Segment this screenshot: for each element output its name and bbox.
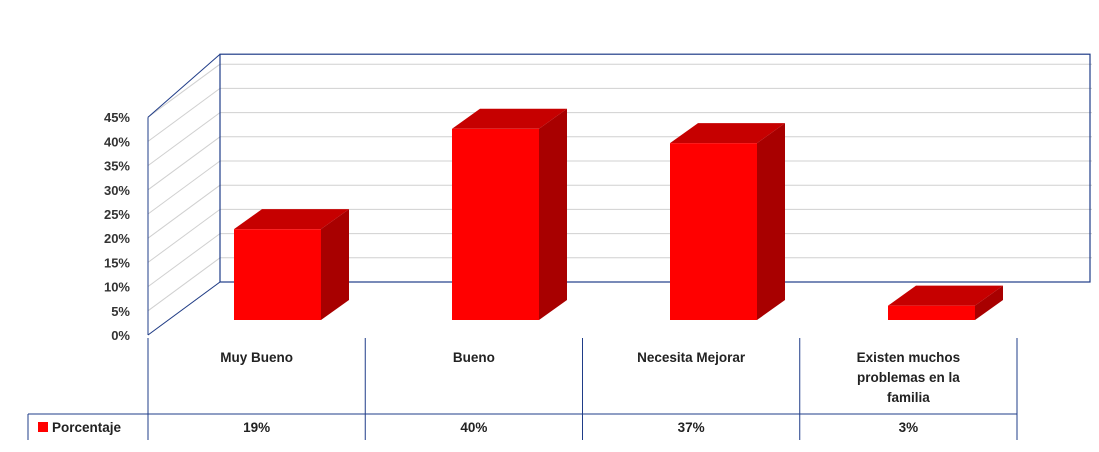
legend-swatch [38, 422, 48, 432]
bar [234, 209, 349, 320]
data-table: Muy Bueno Bueno Necesita Mejorar Existen mu… [27, 338, 1018, 440]
gridline-diagonal [147, 112, 221, 167]
category-label-line: problemas en la [857, 370, 960, 385]
y-tick-label: 5% [111, 304, 130, 319]
bar-top [888, 285, 1003, 306]
y-tick-label: 25% [104, 207, 130, 222]
back-wall [219, 53, 1091, 283]
bar-front [452, 128, 539, 320]
bar-side [757, 123, 785, 320]
data-label: 40% [460, 420, 487, 435]
gridline-diagonal [147, 233, 221, 288]
category-label: Necesita Mejorar [637, 350, 746, 365]
bar-side [539, 108, 567, 320]
bar [888, 285, 1003, 320]
bar-top [234, 209, 349, 230]
category-label-line: Bueno [453, 350, 495, 365]
bars [234, 108, 1003, 320]
gridline-diagonal [147, 184, 221, 239]
y-tick-label: 10% [104, 280, 130, 295]
y-tick-label: 15% [104, 255, 130, 270]
gridline-diagonal [147, 87, 221, 142]
y-tick-label: 40% [104, 134, 130, 149]
category-label-line: Existen muchos [857, 350, 961, 365]
y-tick-label: 0% [111, 328, 130, 343]
gridline-diagonal [147, 208, 221, 263]
y-tick-label: 35% [104, 159, 130, 174]
data-label: 37% [678, 420, 705, 435]
bar-top [452, 108, 567, 129]
category-label: Existen muchos problemas en la familia [857, 350, 961, 405]
data-label: 19% [243, 420, 270, 435]
y-axis-tick-labels: 0% 5% 10% 15% 20% 25% 30% 35% 40% 45% [104, 110, 130, 343]
gridline-diagonal [147, 257, 221, 312]
bar-front [234, 229, 321, 320]
y-tick-label: 45% [104, 110, 130, 125]
side-wall-bottom-edge [147, 281, 221, 336]
category-label-line: Muy Bueno [220, 350, 293, 365]
bar-side [975, 285, 1003, 320]
gridlines [147, 63, 1092, 336]
legend-series-name: Porcentaje [52, 420, 122, 435]
data-label: 3% [899, 420, 919, 435]
y-tick-label: 20% [104, 231, 130, 246]
bar [670, 123, 785, 320]
y-tick-label: 30% [104, 183, 130, 198]
bar [452, 108, 567, 320]
side-wall-top-edge [147, 53, 221, 118]
bar-top [670, 123, 785, 144]
bar-front [670, 143, 757, 320]
gridline-diagonal [147, 160, 221, 215]
category-label-line: familia [887, 390, 930, 405]
plot-frame [147, 53, 1091, 336]
bar-side [321, 209, 349, 320]
gridline-diagonal [147, 63, 221, 118]
gridline-diagonal [147, 136, 221, 191]
category-label: Muy Bueno [220, 350, 293, 365]
category-label-line: Necesita Mejorar [637, 350, 746, 365]
category-label: Bueno [453, 350, 495, 365]
bar-front [888, 305, 975, 320]
